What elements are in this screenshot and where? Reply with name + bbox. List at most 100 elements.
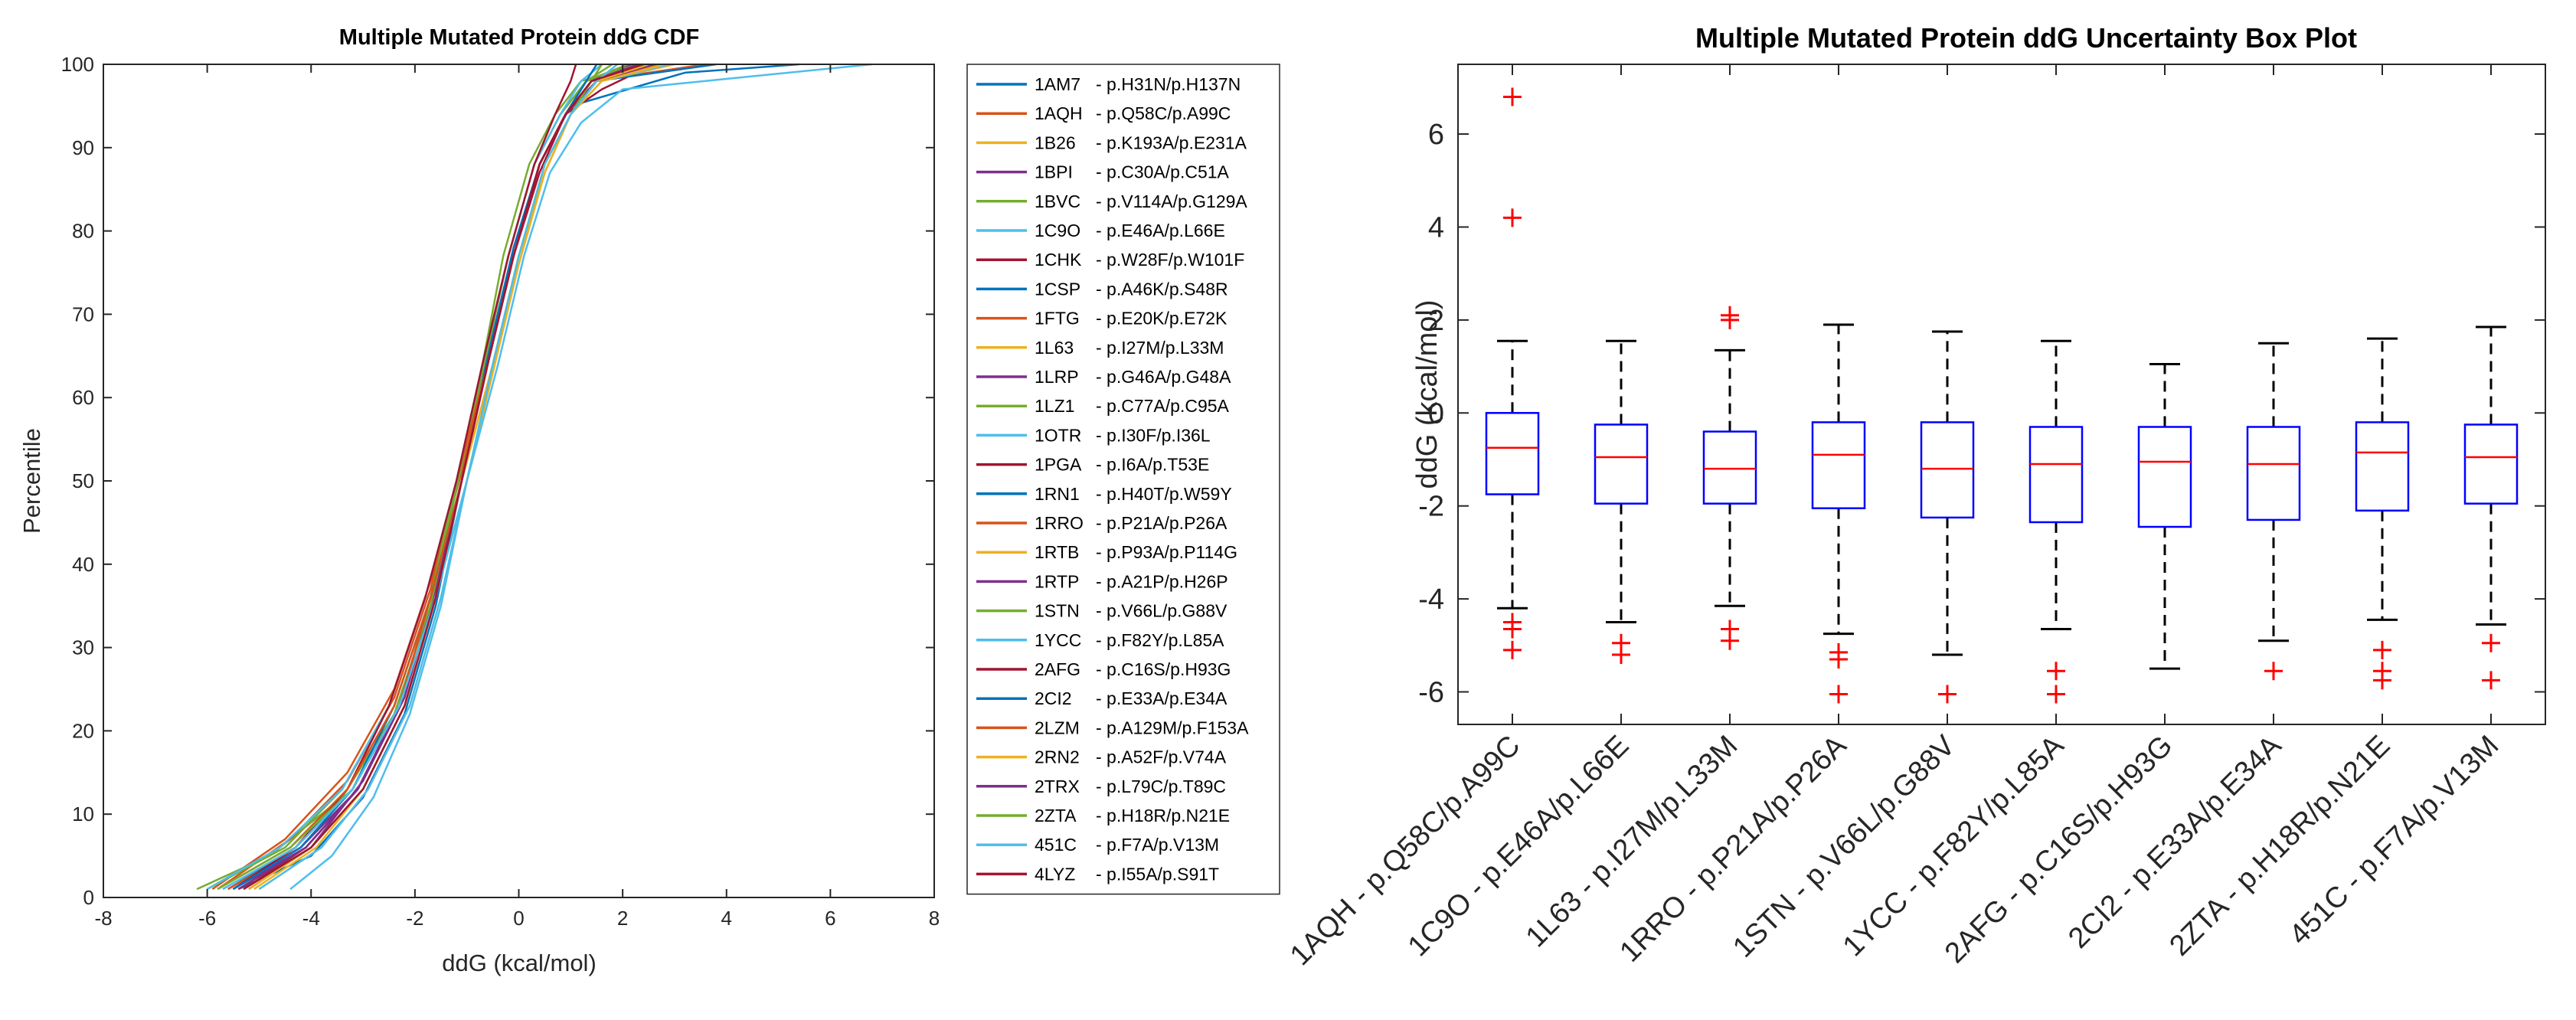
legend-mutation: - p.E33A/p.E34A: [1096, 688, 1228, 708]
legend-mutation: - p.A46K/p.S48R: [1096, 279, 1228, 299]
legend-mutation: - p.I30F/p.I36L: [1096, 425, 1211, 445]
cdf-x-tick-label: -6: [198, 907, 216, 930]
cdf-legend-entry-2TRX: 2TRX - p.L79C/p.T89C: [1035, 776, 1226, 796]
cdf-x-tick-label: -8: [94, 907, 112, 930]
box-outlier: [1503, 87, 1522, 106]
cdf-legend-entry-1LZ1: 1LZ1 - p.C77A/p.C95A: [1035, 396, 1230, 416]
cdf-series-line-1C9O: [289, 63, 872, 891]
legend-protein-id: 1PGA: [1035, 455, 1082, 475]
box-outlier: [1829, 650, 1848, 669]
box-outlier: [1829, 685, 1848, 704]
legend-protein-id: 1FTG: [1035, 309, 1080, 329]
legend-protein-id: 1RTB: [1035, 542, 1079, 562]
cdf-legend-entry-1RTB: 1RTB - p.P93A/p.P114G: [1035, 542, 1237, 562]
cdf-legend-entry-1AQH: 1AQH - p.Q58C/p.A99C: [1035, 103, 1231, 123]
box-iqr: [1920, 421, 1975, 519]
cdf-y-axis-label: Percentile: [18, 428, 45, 534]
cdf-title: Multiple Mutated Protein ddG CDF: [339, 25, 699, 50]
cdf-y-tick-label: 70: [72, 302, 94, 325]
cdf-y-tick-label: 100: [61, 53, 94, 76]
legend-protein-id: 1L63: [1035, 338, 1074, 358]
box-iqr: [2137, 426, 2192, 528]
legend-mutation: - p.I55A/p.S91T: [1096, 864, 1219, 884]
cdf-y-tick-label: 10: [72, 803, 94, 825]
box-x-tick-label: 2AFG - p.C16S/p.H93G: [1939, 730, 2179, 969]
cdf-y-tick-label: 90: [72, 136, 94, 159]
box-iqr: [1702, 430, 1757, 505]
box-x-tick-label: 451C - p.F7A/p.V13M: [2283, 730, 2506, 952]
box-x-tick-label: 1STN - p.V66L/p.G88V: [1727, 729, 1961, 963]
cdf-legend-entry-2CI2: 2CI2 - p.E33A/p.E34A: [1035, 688, 1228, 708]
legend-mutation: - p.K193A/p.E231A: [1096, 132, 1247, 152]
box-outlier: [2373, 640, 2391, 659]
box-iqr: [1811, 421, 1866, 509]
cdf-legend-entry-1FTG: 1FTG - p.E20K/p.E72K: [1035, 309, 1228, 329]
box-group-3: [1702, 306, 1757, 650]
box-iqr: [2028, 426, 2084, 524]
legend-protein-id: 2LZM: [1035, 718, 1080, 737]
cdf-y-tick-label: 0: [83, 886, 94, 909]
cdf-legend-box: [966, 64, 1280, 895]
box-y-tick-label: -6: [1418, 677, 1444, 709]
cdf-x-tick-label: -2: [406, 907, 423, 930]
legend-protein-id: 4LYZ: [1035, 864, 1075, 884]
cdf-y-tick-label: 60: [72, 386, 94, 409]
box-x-tick-label: 2CI2 - p.E33A/p.E34A: [2062, 729, 2288, 955]
legend-mutation: - p.G46A/p.G48A: [1096, 367, 1231, 387]
cdf-legend-entry-2RN2: 2RN2 - p.A52F/p.V74A: [1035, 747, 1227, 767]
legend-mutation: - p.P21A/p.P26A: [1096, 513, 1228, 533]
cdf-legend-entry-1PGA: 1PGA - p.I6A/p.T53E: [1035, 455, 1209, 475]
cdf-legend-entry-4LYZ: 4LYZ - p.I55A/p.S91T: [1035, 864, 1219, 884]
cdf-legend-entry-1OTR: 1OTR - p.I30F/p.I36L: [1035, 425, 1211, 445]
legend-protein-id: 1RTP: [1035, 571, 1079, 591]
box-group-7: [2137, 363, 2192, 670]
box-y-axis-label: ddG (kcal/mol): [1411, 299, 1443, 489]
box-outlier: [1503, 640, 1522, 659]
cdf-y-tick-label: 20: [72, 719, 94, 742]
box-y-tick-label: -2: [1418, 491, 1444, 523]
legend-mutation: - p.W28F/p.W101F: [1096, 250, 1244, 270]
legend-mutation: - p.A21P/p.H26P: [1096, 571, 1228, 591]
legend-mutation: - p.C77A/p.C95A: [1096, 396, 1230, 416]
box-group-10: [2463, 325, 2519, 690]
legend-mutation: - p.V66L/p.G88V: [1096, 601, 1228, 621]
legend-mutation: - p.A52F/p.V74A: [1096, 747, 1227, 767]
box-x-tick-label: 1RRO - p.P21A/p.P26A: [1613, 729, 1852, 968]
box-y-tick-label: 6: [1428, 119, 1444, 151]
cdf-legend-entry-1CHK: 1CHK - p.W28F/p.W101F: [1035, 250, 1244, 270]
cdf-legend-entry-2ZTA: 2ZTA - p.H18R/p.N21E: [1035, 806, 1230, 825]
box-outlier: [1503, 208, 1522, 227]
legend-protein-id: 2TRX: [1035, 776, 1080, 796]
cdf-y-tick-label: 40: [72, 553, 94, 576]
legend-protein-id: 1LZ1: [1035, 396, 1074, 416]
cdf-series-line-4LYZ: [243, 63, 644, 891]
cdf-legend-entry-2LZM: 2LZM - p.A129M/p.F153A: [1035, 718, 1249, 737]
cdf-legend-entry-1LRP: 1LRP - p.G46A/p.G48A: [1035, 367, 1231, 387]
box-iqr: [1594, 423, 1649, 505]
cdf-x-tick-label: 4: [721, 907, 732, 930]
cdf-chart: Multiple Mutated Protein ddG CDF -8 -6 -4 -…: [18, 25, 1280, 976]
box-x-tick-label: 1L63 - p.I27M/p.L33M: [1520, 730, 1744, 954]
box-outlier: [1503, 620, 1522, 639]
box-iqr: [2355, 421, 2410, 512]
box-iqr: [1485, 412, 1540, 495]
cdf-y-tick-label: 30: [72, 636, 94, 659]
legend-protein-id: 1BVC: [1035, 191, 1080, 211]
legend-mutation: - p.H40T/p.W59Y: [1096, 484, 1232, 504]
legend-protein-id: 2RN2: [1035, 747, 1080, 767]
box-plot-title: Multiple Mutated Protein ddG Uncertainty…: [1695, 22, 2357, 54]
cdf-legend-entry-2AFG: 2AFG - p.C16S/p.H93G: [1035, 659, 1231, 679]
legend-protein-id: 1B26: [1035, 132, 1076, 152]
box-group-4: [1811, 323, 1866, 704]
box-outlier: [1612, 645, 1630, 664]
legend-protein-id: 1YCC: [1035, 630, 1081, 650]
cdf-legend-entry-1RRO: 1RRO - p.P21A/p.P26A: [1035, 513, 1228, 533]
legend-mutation: - p.V114A/p.G129A: [1096, 191, 1247, 211]
legend-protein-id: 1STN: [1035, 601, 1080, 621]
legend-protein-id: 2CI2: [1035, 688, 1072, 708]
box-marks: [1485, 87, 2519, 704]
box-outlier: [2047, 685, 2065, 704]
cdf-legend-entry-1RN1: 1RN1 - p.H40T/p.W59Y: [1035, 484, 1232, 504]
